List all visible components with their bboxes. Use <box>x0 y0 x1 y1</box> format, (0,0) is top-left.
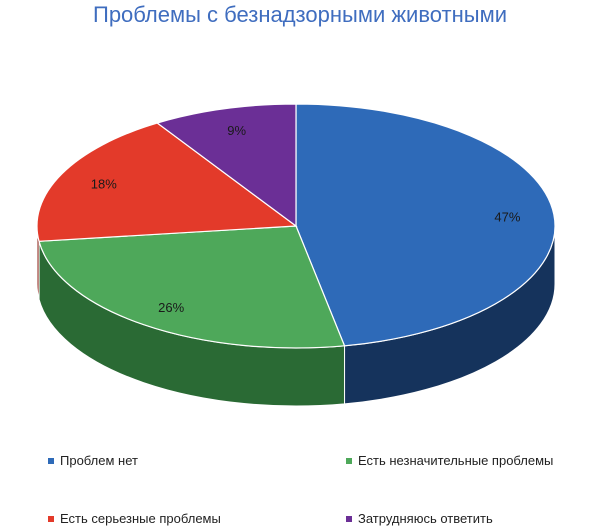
pie-slice-undecided <box>155 103 297 228</box>
legend-swatch <box>48 457 54 464</box>
legend-label: Есть незначительные проблемы <box>358 453 554 468</box>
legend-swatch <box>48 515 54 522</box>
legend-label: Затрудняюсь ответить <box>358 511 493 526</box>
data-label-no-problems: 47% <box>494 210 520 225</box>
pie-slice-minor-problems <box>38 225 346 349</box>
legend-swatch <box>346 515 352 522</box>
data-label-undecided: 9% <box>227 123 246 138</box>
data-label-serious-problems: 18% <box>91 176 117 191</box>
legend-label: Проблем нет <box>60 453 138 468</box>
chart-title: Проблемы с безнадзорными животными <box>93 2 507 27</box>
pie-slice-serious-problems <box>36 122 298 242</box>
data-label-minor-problems: 26% <box>158 300 184 315</box>
legend-item-undecided: Затрудняюсь ответить <box>346 511 493 526</box>
legend-item-minor-problems: Есть незначительные проблемы <box>346 453 553 468</box>
pie-slice-no-problems <box>295 103 556 347</box>
legend-swatch <box>346 457 352 464</box>
legend-item-serious-problems: Есть серьезные проблемы <box>48 511 221 526</box>
legend-label: Есть серьезные проблемы <box>60 511 221 526</box>
legend-item-no-problems: Проблем нет <box>48 453 138 468</box>
